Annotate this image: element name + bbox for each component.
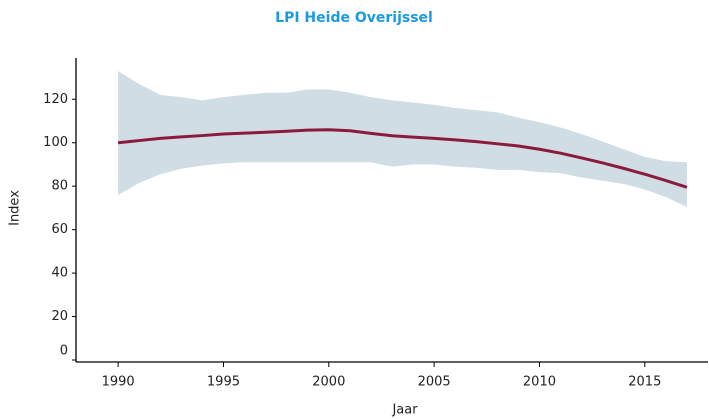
x-tick-label: 2015 [628, 375, 661, 390]
y-tick-label: 80 [51, 179, 68, 194]
y-tick-label: 60 [51, 222, 68, 237]
y-tick-label: 100 [43, 135, 68, 150]
x-axis-label: Jaar [391, 403, 418, 418]
chart-title: LPI Heide Overijssel [275, 10, 433, 26]
series-line [117, 128, 688, 189]
x-tick-label: 2010 [523, 375, 556, 390]
confidence-band [118, 71, 687, 207]
y-tick-label: 20 [51, 309, 68, 324]
y-axis-label: Index [8, 190, 23, 226]
y-tick-label: 120 [43, 92, 68, 107]
y-tick-label: 40 [51, 266, 68, 281]
x-tick-label: 2000 [312, 375, 345, 390]
x-tick-label: 1990 [102, 375, 135, 390]
y-tick-label: 0 [60, 344, 68, 359]
x-tick-label: 1995 [207, 375, 240, 390]
x-tick-label: 2005 [418, 375, 451, 390]
